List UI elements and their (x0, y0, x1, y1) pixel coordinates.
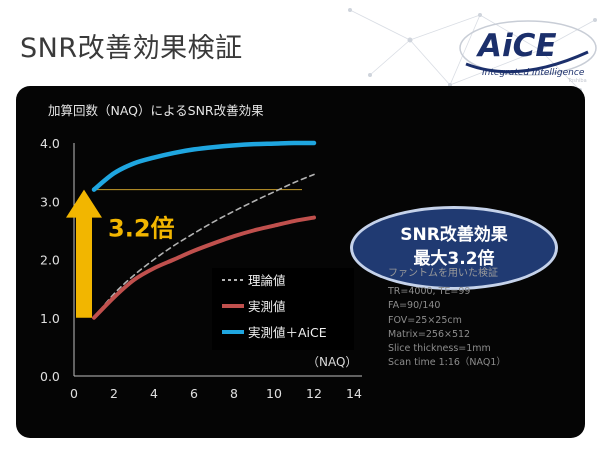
snr-callout-badge: SNR改善効果 最大3.2倍 (350, 206, 558, 290)
verification-notes: ファントムを用いた検証 TR=4000, TE=99 FA=90/140 FOV… (388, 267, 578, 370)
y-tick-label: 3.0 (40, 194, 60, 209)
x-tick-label: 2 (110, 386, 118, 401)
notes-heading: ファントムを用いた検証 (388, 268, 498, 279)
y-tick-label: 1.0 (40, 311, 60, 326)
callout-line1: SNR改善効果 (400, 225, 508, 245)
y-tick-label: 2.0 (40, 253, 60, 268)
x-tick-label: 12 (306, 386, 322, 401)
measured-series-line (92, 215, 316, 320)
legend-item-theory-label: 理論値 (248, 273, 286, 288)
notes-line-scan-time: Scan time 1:16（NAQ1） (388, 357, 506, 369)
y-tick-label: 0.0 (40, 369, 60, 384)
logo-wordmark: AiCE (475, 28, 557, 64)
legend-box (212, 268, 354, 350)
logo-tagline: Integrated Intelligence (482, 68, 585, 78)
aice-logo: AiCE Integrated Intelligence Toshiba (459, 20, 597, 84)
x-tick-label: 8 (230, 386, 238, 401)
x-tick-label: 10 (266, 386, 282, 401)
legend-item-aice-label: 実測値＋AiCE (248, 325, 327, 340)
snr-increase-arrow (66, 189, 102, 318)
notes-line-fov: FOV=25×25cm (388, 314, 462, 326)
y-tick-label: 4.0 (40, 136, 60, 151)
x-tick-label: 14 (346, 386, 362, 401)
notes-line-tr-te: TR=4000, TE=99 (388, 286, 471, 298)
aice-series-line (91, 140, 317, 192)
chart-title: 加算回数（NAQ）によるSNR改善効果 (48, 103, 264, 118)
x-tick-label: 4 (150, 386, 158, 401)
notes-line-fa: FA=90/140 (388, 300, 441, 312)
page-title: SNR改善効果検証 (20, 33, 243, 64)
legend-item-measured-label: 実測値 (248, 299, 286, 314)
logo-corner-text: Toshiba (567, 78, 587, 84)
x-axis-label: （NAQ） (307, 355, 357, 369)
x-tick-label: 0 (70, 386, 78, 401)
x-tick-label: 6 (190, 386, 198, 401)
chart-panel: 加算回数（NAQ）によるSNR改善効果 （NAQ） 0.0 1.0 2.0 3.0 4.… (16, 86, 585, 438)
arrow-annotation-label: 3.2倍 (108, 214, 175, 242)
background-network-pattern (348, 8, 597, 92)
snr-chart: 加算回数（NAQ）によるSNR改善効果 （NAQ） 0.0 1.0 2.0 3.0 4.… (40, 103, 362, 401)
theory-series-line (93, 173, 315, 319)
notes-line-matrix: Matrix=256×512 (388, 328, 471, 340)
callout-line2: 最大3.2倍 (413, 249, 495, 269)
notes-line-slice: Slice thickness=1mm (388, 343, 491, 355)
